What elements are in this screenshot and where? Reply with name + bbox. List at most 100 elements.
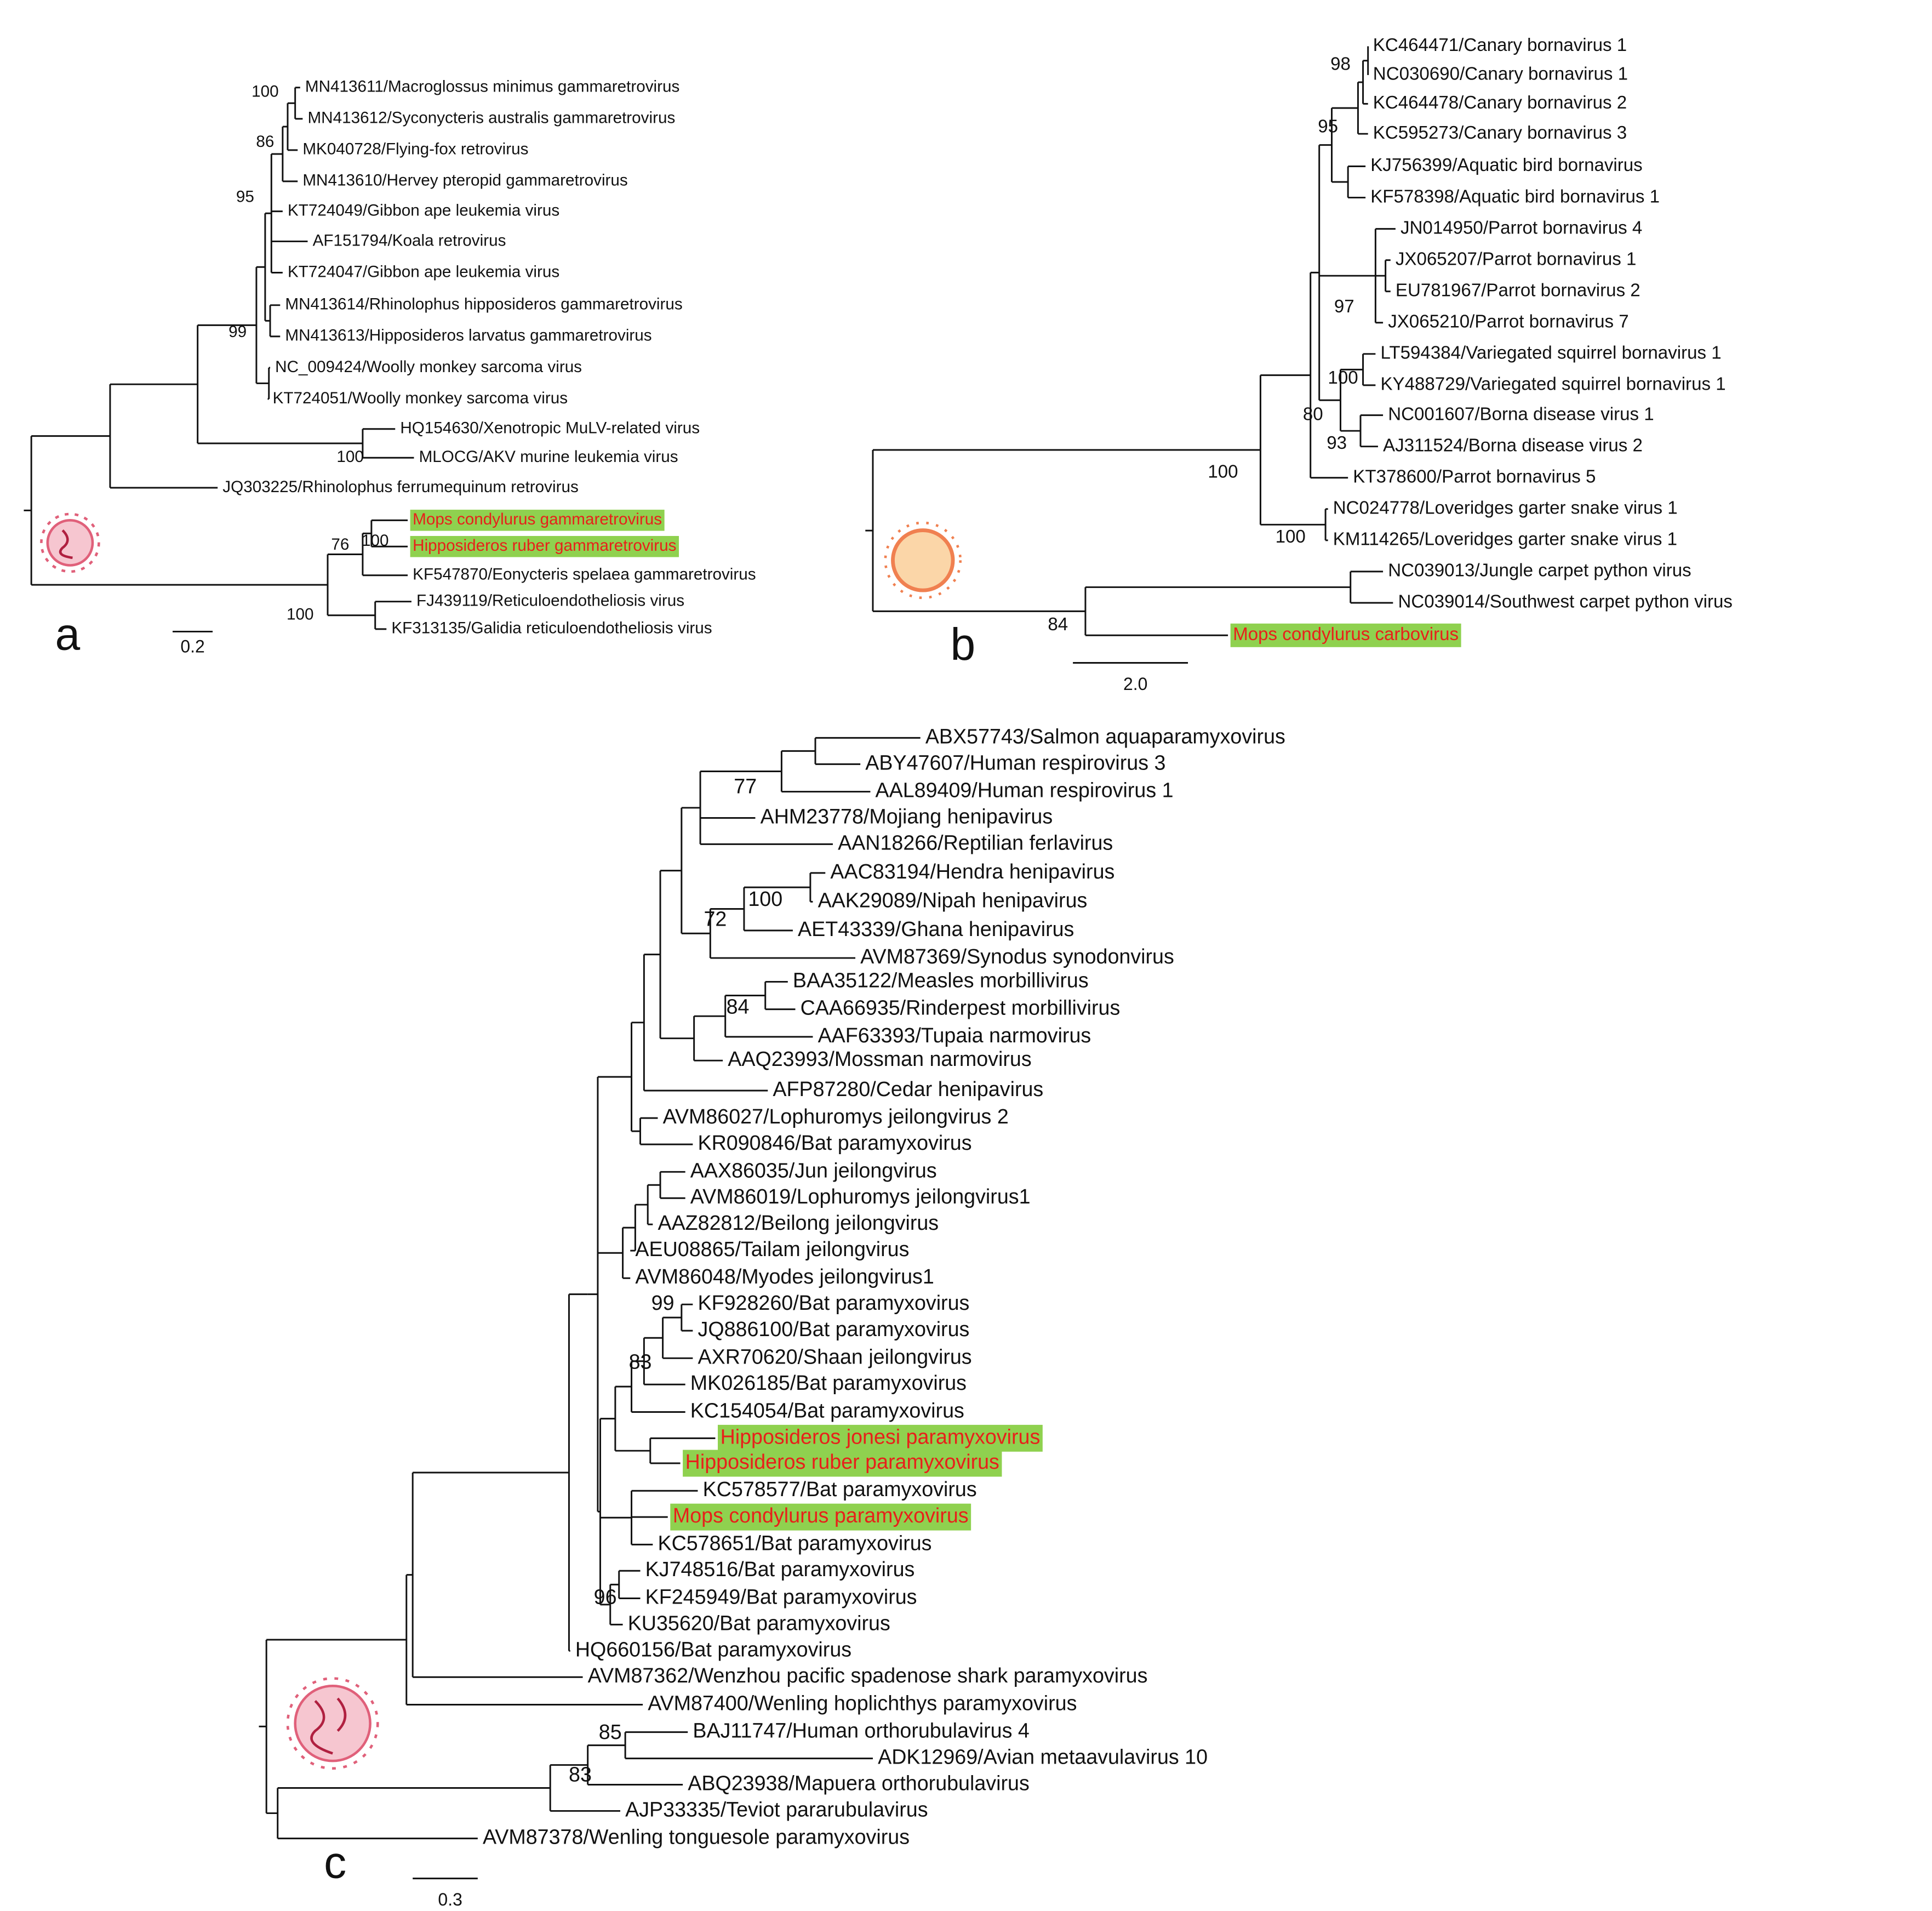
leaf-label: ABY47607/Human respirovirus 3 <box>865 751 1165 774</box>
leaf-label: CAA66935/Rinderpest morbillivirus <box>801 996 1121 1019</box>
leaf-label: ABX57743/Salmon aquaparamyxovirus <box>925 725 1285 748</box>
bootstrap-value: 76 <box>331 535 349 554</box>
panel: MN413611/Macroglossus minimus gammaretro… <box>24 78 756 660</box>
leaf-label: AVM87362/Wenzhou pacific spadenose shark… <box>588 1664 1148 1687</box>
bootstrap-value: 99 <box>651 1291 675 1314</box>
leaf-label: AVM87378/Wenling tonguesole paramyxoviru… <box>483 1826 910 1849</box>
leaf-label: Mops condylurus carbovirus <box>1233 624 1459 644</box>
leaf-label: KF245949/Bat paramyxovirus <box>645 1585 917 1608</box>
leaf-label: Hipposideros ruber paramyxovirus <box>685 1450 999 1473</box>
highlight-box <box>683 1450 1002 1477</box>
leaf-label: KJ748516/Bat paramyxovirus <box>645 1558 915 1581</box>
leaf-label: AAC83194/Hendra henipavirus <box>830 860 1114 883</box>
leaf-label: Hipposideros ruber gammaretrovirus <box>413 537 676 555</box>
bootstrap-value: 100 <box>251 83 278 101</box>
leaf-label: Mops condylurus paramyxovirus <box>673 1504 969 1527</box>
leaf-label: NC039014/Southwest carpet python virus <box>1398 592 1732 612</box>
bootstrap-value: 100 <box>1328 368 1358 388</box>
leaf-label: AET43339/Ghana henipavirus <box>798 917 1074 940</box>
leaf-label: KT724047/Gibbon ape leukemia virus <box>288 263 559 281</box>
highlight-box <box>1230 623 1461 647</box>
leaf-label: HQ154630/Xenotropic MuLV-related virus <box>400 419 700 437</box>
leaf-label: AVM86019/Lophuromys jeilongvirus1 <box>690 1185 1031 1208</box>
leaf-label: MN413614/Rhinolophus hipposideros gammar… <box>285 295 682 313</box>
bootstrap-value: 100 <box>1276 527 1306 547</box>
bootstrap-value: 95 <box>1318 117 1338 137</box>
leaf-label: KT724049/Gibbon ape leukemia virus <box>288 201 559 219</box>
bootstrap-value: 100 <box>362 532 388 550</box>
leaf-label: AHM23778/Mojiang henipavirus <box>761 805 1053 828</box>
leaf-label: AF151794/Koala retrovirus <box>313 231 506 249</box>
leaf-label: KF928260/Bat paramyxovirus <box>698 1291 969 1314</box>
leaf-label: KC154054/Bat paramyxovirus <box>690 1399 964 1422</box>
leaf-label: AEU08865/Tailam jeilongvirus <box>635 1237 909 1260</box>
scale-bar-label: 0.3 <box>438 1890 462 1909</box>
leaf-label: AAX86035/Jun jeilongvirus <box>690 1159 937 1182</box>
virus-icon <box>286 1677 379 1770</box>
bootstrap-value: 100 <box>336 448 363 466</box>
leaf-label: JX065210/Parrot bornavirus 7 <box>1388 312 1628 332</box>
bootstrap-value: 97 <box>1334 296 1354 317</box>
tree <box>865 46 1396 636</box>
leaf-label: MN413611/Macroglossus minimus gammaretro… <box>305 78 679 96</box>
leaf-label: KC578577/Bat paramyxovirus <box>703 1478 977 1501</box>
leaf-label: MN413613/Hipposideros larvatus gammaretr… <box>285 327 651 345</box>
bootstrap-value: 100 <box>1208 461 1238 482</box>
leaf-label: AVM87369/Synodus synodonvirus <box>860 945 1174 968</box>
leaf-label: AAF63393/Tupaia narmovirus <box>818 1024 1091 1047</box>
bootstrap-value: 93 <box>1327 433 1347 453</box>
leaf-label: AJ311524/Borna disease virus 2 <box>1383 435 1643 455</box>
scale-bar-label: 0.2 <box>180 637 204 657</box>
bootstrap-value: 100 <box>748 887 782 910</box>
leaf-label: MLOCG/AKV murine leukemia virus <box>419 448 678 466</box>
leaf-label: AVM86048/Myodes jeilongvirus1 <box>635 1265 934 1288</box>
virus-icon <box>884 521 962 600</box>
leaf-label: AAQ23993/Mossman narmovirus <box>728 1047 1031 1070</box>
leaf-label: NC001607/Borna disease virus 1 <box>1388 404 1654 424</box>
leaf-label: AVM87400/Wenling hoplichthys paramyxovir… <box>648 1691 1077 1714</box>
leaf-label: KJ756399/Aquatic bird bornavirus <box>1370 155 1642 175</box>
bootstrap-value: 85 <box>599 1720 622 1743</box>
leaf-label: AVM86027/Lophuromys jeilongvirus 2 <box>663 1105 1009 1128</box>
virus-icon <box>40 512 100 573</box>
scale-bar-label: 2.0 <box>1123 674 1147 694</box>
bootstrap-value: 80 <box>1303 404 1323 424</box>
bootstrap-value: 98 <box>1330 54 1351 74</box>
leaf-label: HQ660156/Bat paramyxovirus <box>575 1638 851 1661</box>
leaf-label: JQ886100/Bat paramyxovirus <box>698 1317 969 1340</box>
bootstrap-value: 84 <box>727 995 750 1018</box>
panel-label: a <box>55 610 80 660</box>
leaf-label: KC595273/Canary bornavirus 3 <box>1373 123 1627 143</box>
leaf-label: KC578651/Bat paramyxovirus <box>658 1531 931 1554</box>
tree <box>24 87 414 630</box>
leaf-label: KF313135/Galidia reticuloendotheliosis v… <box>391 619 712 637</box>
leaf-label: Mops condylurus gammaretrovirus <box>413 510 662 528</box>
leaf-label: FJ439119/Reticuloendotheliosis virus <box>416 592 684 610</box>
highlight-box <box>718 1424 1043 1452</box>
bootstrap-value: 100 <box>287 606 313 624</box>
leaf-label: MN413612/Syconycteris australis gammaret… <box>307 109 675 127</box>
leaf-label: AAN18266/Reptilian ferlavirus <box>838 831 1113 854</box>
leaf-label: NC030690/Canary bornavirus 1 <box>1373 64 1628 84</box>
bootstrap-value: 99 <box>228 323 247 341</box>
panel-label: b <box>950 620 975 670</box>
leaf-label: KT378600/Parrot bornavirus 5 <box>1353 466 1596 487</box>
leaf-label: AFP87280/Cedar henipavirus <box>773 1077 1043 1100</box>
leaf-label: AJP33335/Teviot pararubulavirus <box>625 1798 928 1821</box>
bootstrap-value: 95 <box>236 187 254 206</box>
leaf-label: NC039013/Jungle carpet python virus <box>1388 561 1691 581</box>
leaf-label: KM114265/Loveridges garter snake virus 1 <box>1333 529 1677 550</box>
leaf-label: KF547870/Eonycteris spelaea gammaretrovi… <box>413 566 756 584</box>
bootstrap-value: 72 <box>704 908 727 931</box>
bootstrap-value: 83 <box>629 1350 652 1373</box>
leaf-label: BAA35122/Measles morbillivirus <box>793 968 1089 991</box>
leaf-label: MK026185/Bat paramyxovirus <box>690 1371 967 1394</box>
leaf-label: KC464471/Canary bornavirus 1 <box>1373 35 1627 55</box>
leaf-label: Hipposideros jonesi paramyxovirus <box>721 1425 1041 1448</box>
leaf-label: AXR70620/Shaan jeilongvirus <box>698 1345 971 1368</box>
leaf-label: KC464478/Canary bornavirus 2 <box>1373 93 1627 113</box>
leaf-label: EU781967/Parrot bornavirus 2 <box>1396 280 1641 300</box>
leaf-label: ADK12969/Avian metaavulavirus 10 <box>878 1745 1208 1769</box>
